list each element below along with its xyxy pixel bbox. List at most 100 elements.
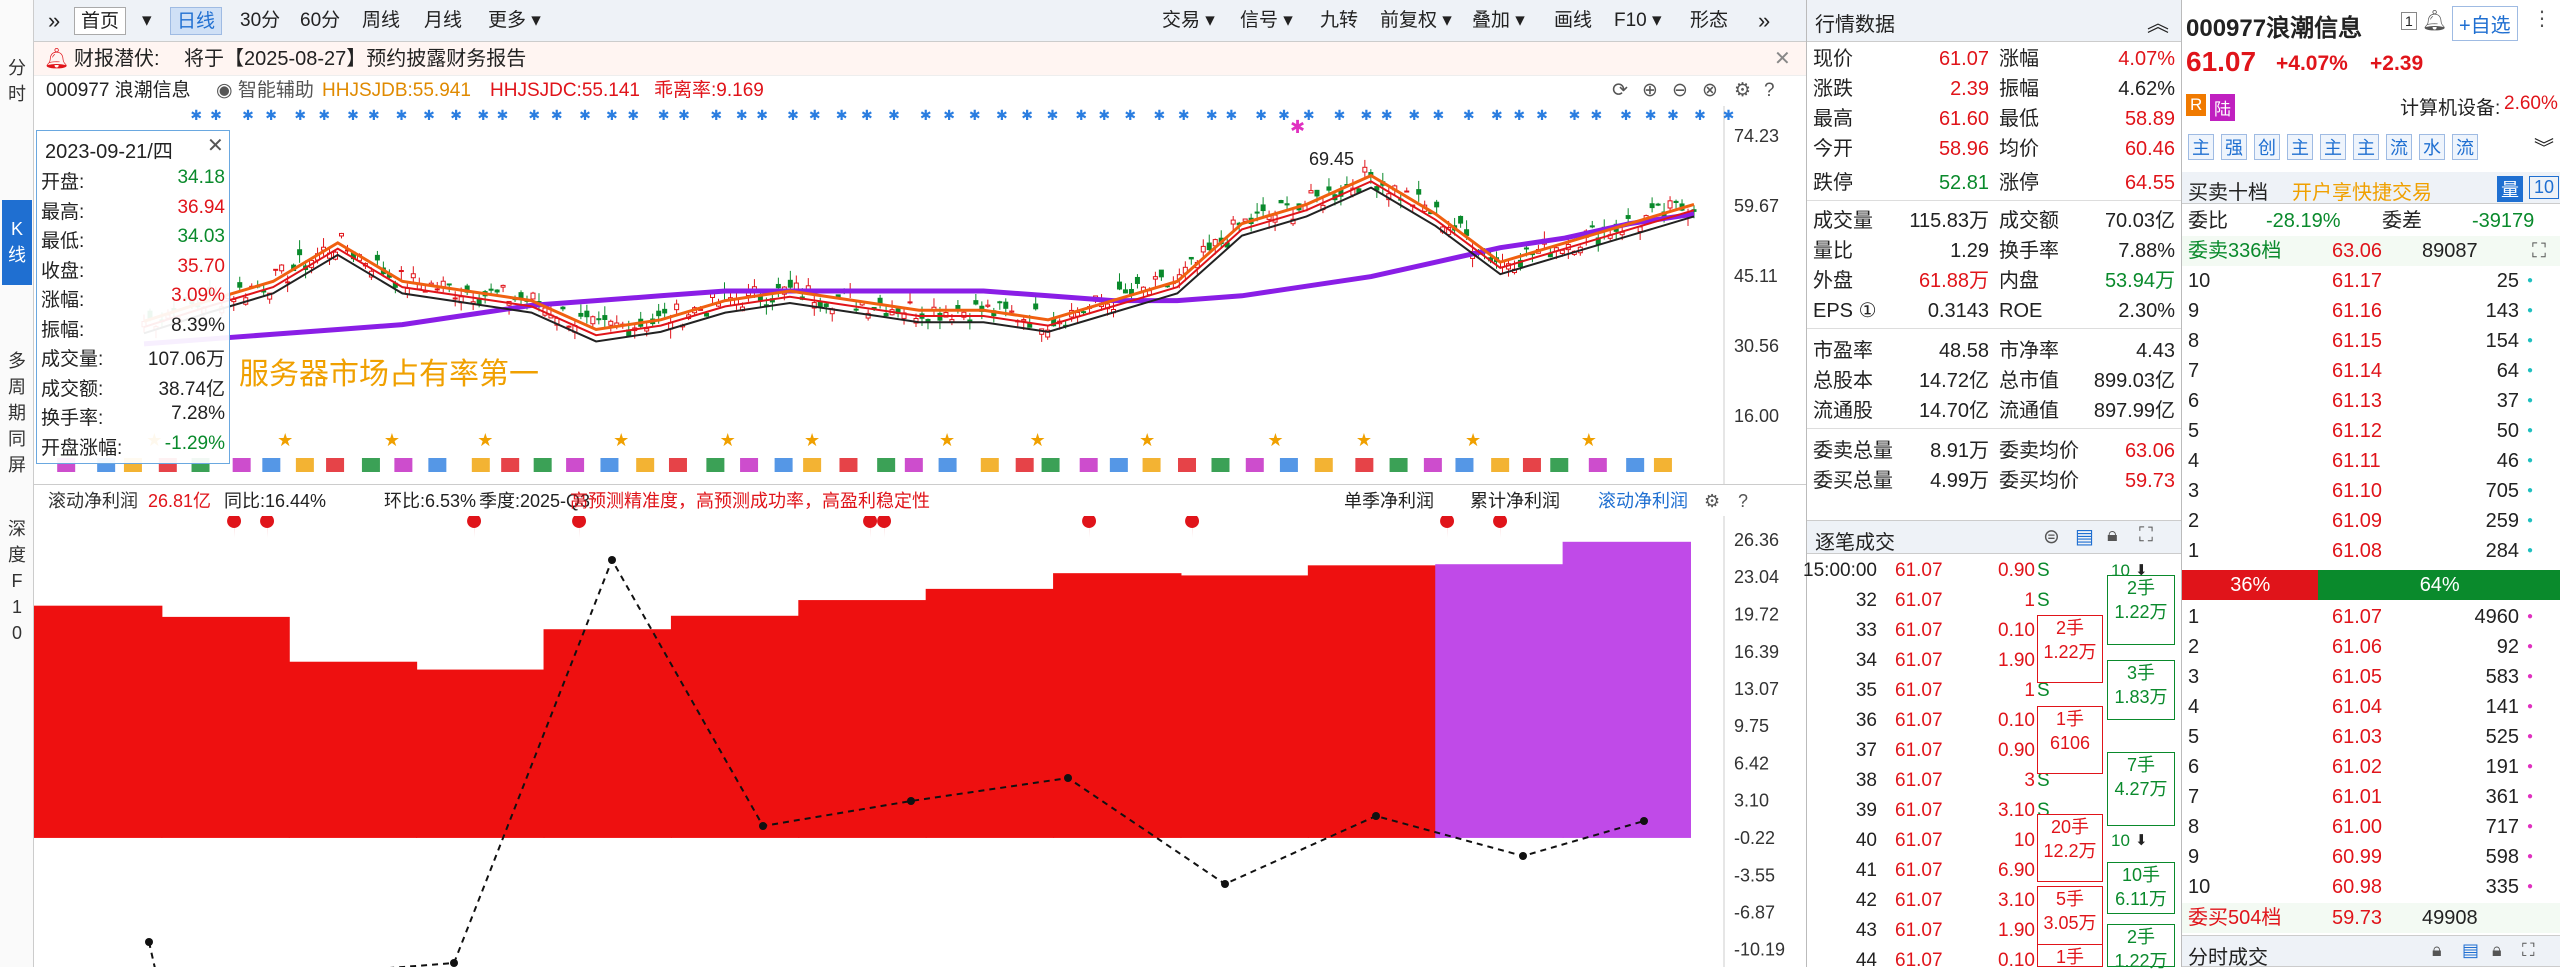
tab-daily[interactable]: 日线 xyxy=(170,7,223,35)
tab-quarterly-profit[interactable]: 单季净利润 xyxy=(1344,491,1434,511)
assist-toggle[interactable]: ◉ 智能辅助 xyxy=(216,80,314,101)
sell-level-row[interactable]: 1 61.08 284 ● xyxy=(2182,536,2560,566)
event-tag[interactable] xyxy=(295,458,314,472)
event-tag[interactable] xyxy=(904,458,923,472)
sell-level-row[interactable]: 4 61.11 46 ● xyxy=(2182,446,2560,476)
event-tag[interactable] xyxy=(1015,458,1034,472)
event-tag[interactable] xyxy=(877,458,896,472)
event-tag[interactable] xyxy=(428,458,447,472)
event-tag[interactable] xyxy=(1626,458,1645,472)
star-icon[interactable]: ★ xyxy=(1029,430,1045,450)
event-tag[interactable] xyxy=(600,458,619,472)
tab-order-book[interactable]: 买卖十档 xyxy=(2188,182,2268,204)
event-tag[interactable] xyxy=(394,458,413,472)
list-icon[interactable]: ▤ xyxy=(2462,940,2480,960)
tab-weekly[interactable]: 周线 xyxy=(362,10,401,31)
event-tag[interactable] xyxy=(980,458,999,472)
star-icon[interactable]: ★ xyxy=(804,430,820,450)
fullscreen-icon[interactable]: ⛶ xyxy=(2139,524,2153,546)
sell-level-row[interactable]: 9 61.16 143 ● xyxy=(2182,296,2560,326)
notice-text[interactable]: 将于【2025-08-27】预约披露财务报告 xyxy=(184,48,527,70)
more-icon[interactable]: ⋮ xyxy=(2532,8,2552,30)
event-tag[interactable] xyxy=(361,458,380,472)
event-tag[interactable] xyxy=(471,458,490,472)
expand-right-icon[interactable]: » xyxy=(1758,8,1771,33)
home-button[interactable]: 首页 xyxy=(74,7,127,35)
star-icon[interactable]: ★ xyxy=(1267,430,1283,450)
buy-level-row[interactable]: 4 61.04 141 ● xyxy=(2182,692,2560,722)
sell-level-row[interactable]: 8 61.15 154 ● xyxy=(2182,326,2560,356)
profit-bar-chart[interactable]: 26.36 23.04 19.72 16.39 13.07 9.75 6.42 3.10 -0.… xyxy=(34,516,1806,967)
fuquan-menu[interactable]: 前复权 ▾ xyxy=(1380,10,1452,31)
shape-button[interactable]: 形态 xyxy=(1690,10,1729,31)
overlay-menu[interactable]: 叠加 ▾ xyxy=(1472,10,1525,31)
gear-icon[interactable]: ⚙ xyxy=(1734,80,1752,101)
close-icon[interactable]: ✕ xyxy=(1774,48,1791,70)
fullscreen-icon[interactable]: ⛶ xyxy=(2522,940,2535,960)
event-tag[interactable] xyxy=(839,458,858,472)
pin-marker[interactable] xyxy=(863,516,878,538)
event-tag[interactable] xyxy=(533,458,552,472)
stock-tag[interactable]: 主 xyxy=(2287,134,2313,160)
pin-marker[interactable] xyxy=(467,516,482,538)
tab-fenshi[interactable]: 分时 xyxy=(2,55,32,107)
event-tag[interactable] xyxy=(262,458,281,472)
nine-turn-button[interactable]: 九转 xyxy=(1320,10,1359,31)
event-tag[interactable] xyxy=(1355,458,1374,472)
sell-level-row[interactable]: 5 61.12 50 ● xyxy=(2182,416,2560,446)
event-tag[interactable] xyxy=(1245,458,1264,472)
event-tag[interactable] xyxy=(1211,458,1230,472)
stock-tag[interactable]: 创 xyxy=(2254,134,2280,160)
tab-cumulative-profit[interactable]: 累计净利润 xyxy=(1470,491,1560,511)
event-tag[interactable] xyxy=(1653,458,1672,472)
pin-marker[interactable] xyxy=(1082,516,1097,538)
buy-level-row[interactable]: 8 61.00 717 ● xyxy=(2182,812,2560,842)
event-tag[interactable] xyxy=(1522,458,1541,472)
event-tag[interactable] xyxy=(1279,458,1298,472)
lock-icon[interactable]: 🔒︎ xyxy=(2432,940,2442,960)
buy-level-row[interactable]: 5 61.03 525 ● xyxy=(2182,722,2560,752)
volume-icon[interactable]: 量 xyxy=(2497,176,2523,202)
event-tag[interactable] xyxy=(1588,458,1607,472)
level-10-toggle[interactable]: 10 xyxy=(2529,176,2560,199)
event-tag[interactable] xyxy=(938,458,957,472)
buy-level-row[interactable]: 3 61.05 583 ● xyxy=(2182,662,2560,692)
star-icon[interactable]: ★ xyxy=(1581,430,1597,450)
lock-icon[interactable]: 🔒︎ xyxy=(2107,524,2118,546)
star-icon[interactable]: ★ xyxy=(384,430,400,450)
tab-rolling-profit[interactable]: 滚动净利润 xyxy=(1598,491,1688,511)
stock-tag[interactable]: 流 xyxy=(2386,134,2412,160)
star-icon[interactable]: ★ xyxy=(1139,430,1155,450)
event-tag[interactable] xyxy=(668,458,687,472)
trade-menu[interactable]: 交易 ▾ xyxy=(1162,10,1215,31)
event-tag[interactable] xyxy=(232,458,251,472)
stock-tag[interactable]: 主 xyxy=(2320,134,2346,160)
promo-link[interactable]: 开户享快捷交易 xyxy=(2292,182,2432,204)
fullscreen-icon[interactable]: ⛶ xyxy=(2532,240,2546,262)
pin-marker[interactable] xyxy=(227,516,242,538)
stock-tag[interactable]: 强 xyxy=(2221,134,2247,160)
chevron-down-icon[interactable]: ▾ xyxy=(142,10,152,31)
gear-icon[interactable]: ⚙ xyxy=(1704,491,1721,511)
pin-marker[interactable] xyxy=(572,516,587,538)
event-tag[interactable] xyxy=(706,458,725,472)
close-circle-icon[interactable]: ⊗ xyxy=(1702,80,1718,101)
event-tag[interactable] xyxy=(803,458,822,472)
star-icon[interactable]: ★ xyxy=(1465,430,1481,450)
event-tag[interactable] xyxy=(740,458,759,472)
collapse-icon[interactable]: ︽ xyxy=(2147,11,2170,36)
buy-level-row[interactable]: 2 61.06 92 ● xyxy=(2182,632,2560,662)
pin-marker[interactable] xyxy=(260,516,275,538)
signal-menu[interactable]: 信号 ▾ xyxy=(1240,10,1293,31)
f10-menu[interactable]: F10 ▾ xyxy=(1614,10,1662,31)
add-watchlist-button[interactable]: +自选 xyxy=(2452,6,2518,41)
star-icon[interactable]: ★ xyxy=(477,430,493,450)
tab-60min[interactable]: 60分 xyxy=(300,10,341,31)
expand-icon[interactable]: » xyxy=(48,8,61,33)
star-icon[interactable]: ★ xyxy=(720,430,736,450)
tab-multi-period[interactable]: 多周期同屏 xyxy=(2,348,32,478)
more-menu[interactable]: 更多 ▾ xyxy=(488,10,541,31)
kline-chart[interactable]: 74.23 59.67 45.11 30.56 16.00 ✱ ✱ ✱ ✱ ✱ ✱ ✱ ✱ ✱ ✱ ✱ ✱ ✱ ✱… xyxy=(34,106,1806,484)
event-tag[interactable] xyxy=(1491,458,1510,472)
event-tag[interactable] xyxy=(1423,458,1442,472)
